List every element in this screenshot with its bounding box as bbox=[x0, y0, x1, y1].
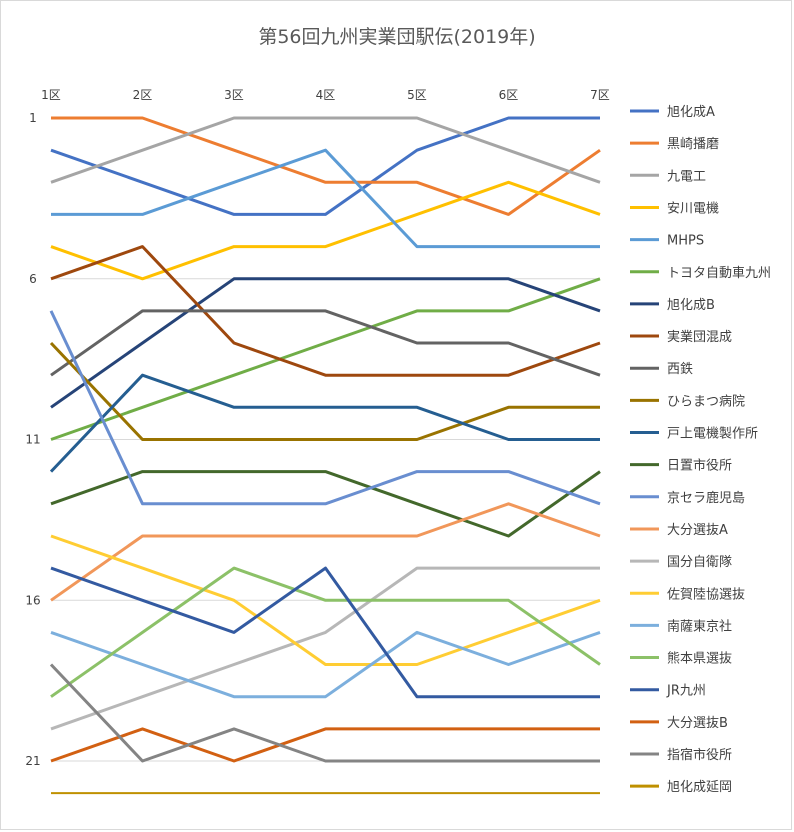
chart-title: 第56回九州実業団駅伝(2019年) bbox=[258, 26, 535, 48]
legend-label: 国分自衛隊 bbox=[667, 554, 732, 570]
series-line-5 bbox=[51, 148, 600, 249]
legend-item: 大分選抜A bbox=[630, 522, 728, 538]
series-line-18 bbox=[50, 566, 601, 698]
series-line-8 bbox=[50, 245, 601, 377]
legend-item: JR九州 bbox=[630, 684, 706, 699]
legend-label: 旭化成A bbox=[667, 105, 715, 120]
series-line-19 bbox=[50, 566, 600, 699]
legend-item: ひらまつ病院 bbox=[630, 394, 745, 409]
legend-label: 戸上電機製作所 bbox=[667, 427, 758, 442]
legend-item: 西鉄 bbox=[630, 362, 693, 377]
legend-label: MHPS bbox=[667, 234, 704, 249]
series-line-13 bbox=[49, 310, 601, 506]
legend-label: 日置市役所 bbox=[667, 458, 732, 474]
series-line-2 bbox=[51, 116, 601, 216]
legend-item: 旭化成B bbox=[630, 298, 715, 313]
legend-item: 国分自衛隊 bbox=[630, 554, 732, 570]
series-line-7 bbox=[50, 277, 601, 409]
legend-label: 安川電機 bbox=[667, 201, 719, 216]
x-tick-label: 3区 bbox=[224, 88, 244, 102]
legend-label: 南薩東京社 bbox=[667, 618, 732, 634]
series-lines bbox=[49, 116, 601, 795]
legend-label: トヨタ自動車九州 bbox=[667, 266, 771, 281]
legend-label: 大分選抜A bbox=[667, 522, 728, 538]
y-tick-label: 6 bbox=[29, 272, 37, 286]
x-tick-label: 6区 bbox=[499, 88, 519, 102]
series-line-11 bbox=[49, 373, 600, 473]
legend-item: 戸上電機製作所 bbox=[630, 427, 758, 442]
series-line-10 bbox=[49, 341, 600, 441]
legend-label: 佐賀陸協選抜 bbox=[667, 586, 745, 602]
legend-item: 熊本県選抜 bbox=[630, 651, 732, 667]
legend-item: 南薩東京社 bbox=[630, 618, 732, 634]
series-line-1 bbox=[50, 116, 600, 216]
legend-label: 大分選抜B bbox=[667, 715, 728, 731]
series-line-6 bbox=[50, 277, 601, 441]
x-tick-label: 4区 bbox=[316, 88, 336, 102]
legend-item: トヨタ自動車九州 bbox=[630, 266, 771, 281]
legend-label: 旭化成B bbox=[667, 298, 715, 313]
legend-label: 熊本県選抜 bbox=[667, 651, 732, 667]
series-line-14 bbox=[50, 502, 601, 602]
legend-item: 指宿市役所 bbox=[630, 747, 732, 763]
legend-label: JR九州 bbox=[666, 684, 706, 699]
y-tick-label: 16 bbox=[25, 593, 40, 607]
legend-item: 京セラ鹿児島 bbox=[630, 490, 745, 506]
legend-item: 日置市役所 bbox=[630, 458, 732, 474]
y-tick-label: 1 bbox=[29, 111, 37, 125]
x-tick-label: 1区 bbox=[41, 88, 61, 102]
legend-item: 実業団混成 bbox=[630, 329, 732, 345]
series-line-3 bbox=[50, 116, 601, 184]
legend-item: 安川電機 bbox=[630, 201, 719, 216]
legend-label: 九電工 bbox=[667, 169, 706, 184]
series-line-21 bbox=[49, 663, 600, 763]
legend-label: 黒崎播磨 bbox=[667, 137, 719, 152]
series-line-4 bbox=[50, 180, 601, 281]
y-tick-label: 21 bbox=[25, 754, 40, 768]
legend-label: 京セラ鹿児島 bbox=[667, 490, 745, 506]
legend-label: ひらまつ病院 bbox=[667, 394, 745, 409]
legend-item: MHPS bbox=[630, 234, 704, 249]
x-tick-label: 2区 bbox=[133, 88, 153, 102]
x-tick-label: 7区 bbox=[590, 88, 610, 102]
series-line-15 bbox=[50, 566, 600, 731]
series-line-16 bbox=[50, 534, 601, 666]
series-line-17 bbox=[50, 630, 601, 699]
legend-item: 九電工 bbox=[630, 169, 706, 184]
x-tick-label: 5区 bbox=[407, 88, 427, 102]
series-line-20 bbox=[50, 727, 600, 763]
y-tick-label: 11 bbox=[25, 433, 40, 447]
legend-label: 旭化成延岡 bbox=[667, 780, 732, 795]
legend-label: 指宿市役所 bbox=[667, 747, 732, 763]
legend-item: 大分選抜B bbox=[630, 715, 728, 731]
legend-label: 西鉄 bbox=[667, 362, 693, 377]
series-line-12 bbox=[50, 470, 601, 538]
x-axis-tick-labels: 1区 2区 3区 4区 5区 6区 7区 bbox=[41, 88, 610, 102]
legend-item: 佐賀陸協選抜 bbox=[630, 586, 745, 602]
series-line-9 bbox=[50, 309, 601, 377]
legend-item: 黒崎播磨 bbox=[630, 137, 719, 152]
legend-label: 実業団混成 bbox=[667, 329, 732, 345]
legend-item: 旭化成A bbox=[630, 105, 715, 120]
legend-item: 旭化成延岡 bbox=[630, 780, 732, 795]
